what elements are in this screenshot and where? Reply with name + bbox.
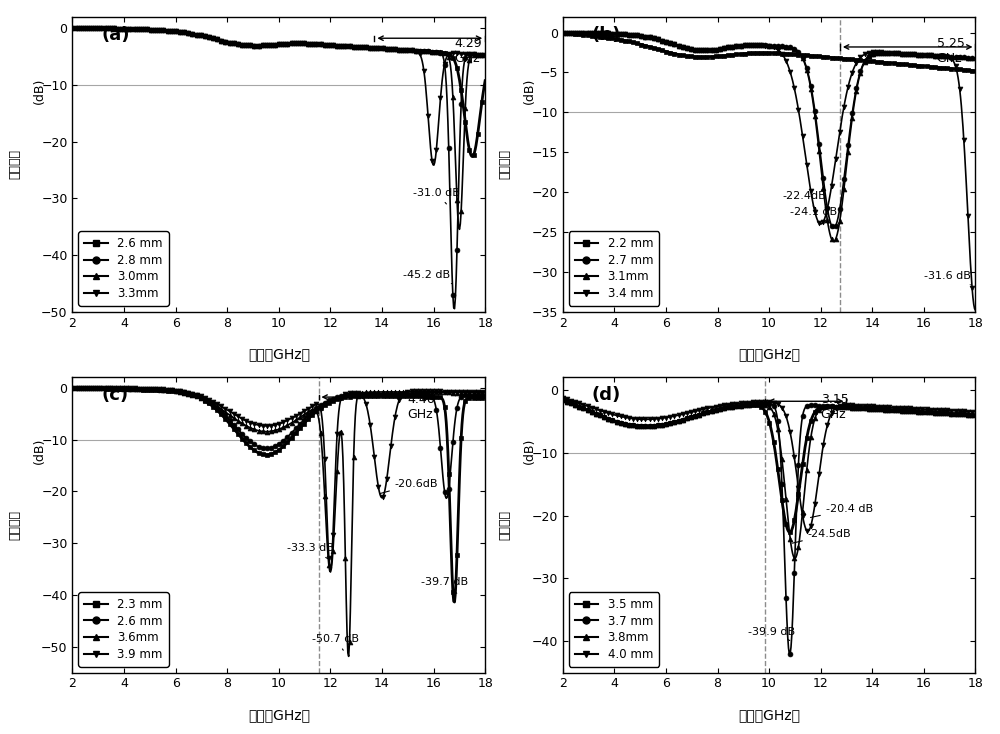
Legend: 2.6 mm, 2.8 mm, 3.0mm, 3.3mm: 2.6 mm, 2.8 mm, 3.0mm, 3.3mm bbox=[78, 231, 169, 306]
Text: -31.6 dB: -31.6 dB bbox=[924, 271, 971, 285]
Text: -24.1 dB: -24.1 dB bbox=[790, 207, 837, 223]
Text: -31.0 dB: -31.0 dB bbox=[413, 188, 460, 204]
Text: -50.7 dB: -50.7 dB bbox=[312, 634, 359, 650]
Text: 频率（GHz）: 频率（GHz） bbox=[738, 708, 800, 722]
Text: -39.9 dB: -39.9 dB bbox=[748, 627, 796, 641]
Text: 4.46
GHz: 4.46 GHz bbox=[408, 393, 435, 421]
Text: (dB): (dB) bbox=[523, 438, 536, 465]
Text: -22.4dB: -22.4dB bbox=[782, 191, 826, 209]
Text: -20.6dB: -20.6dB bbox=[379, 479, 438, 494]
Text: -20.4 dB: -20.4 dB bbox=[810, 504, 873, 517]
Text: -24.5dB: -24.5dB bbox=[792, 529, 851, 543]
Text: (dB): (dB) bbox=[33, 438, 46, 465]
Text: 频率（GHz）: 频率（GHz） bbox=[738, 347, 800, 361]
Text: (d): (d) bbox=[592, 386, 621, 404]
Text: (dB): (dB) bbox=[33, 77, 46, 103]
Legend: 3.5 mm, 3.7 mm, 3.8mm, 4.0 mm: 3.5 mm, 3.7 mm, 3.8mm, 4.0 mm bbox=[569, 592, 659, 666]
Text: (c): (c) bbox=[101, 386, 128, 404]
Text: -39.7 dB: -39.7 dB bbox=[421, 577, 468, 593]
Text: -45.2 dB: -45.2 dB bbox=[403, 270, 452, 283]
Legend: 2.2 mm, 2.7 mm, 3.1mm, 3.4 mm: 2.2 mm, 2.7 mm, 3.1mm, 3.4 mm bbox=[569, 231, 659, 306]
Text: 4.29
GHz: 4.29 GHz bbox=[454, 37, 482, 65]
Text: 3.15
GHz: 3.15 GHz bbox=[821, 393, 848, 421]
Text: 反射损耗: 反射损耗 bbox=[8, 149, 21, 179]
Text: (b): (b) bbox=[592, 26, 621, 43]
Text: -33.3 dB: -33.3 dB bbox=[287, 543, 333, 559]
Text: 频率（GHz）: 频率（GHz） bbox=[248, 708, 310, 722]
Text: 反射损耗: 反射损耗 bbox=[8, 510, 21, 540]
Text: 反射损耗: 反射损耗 bbox=[498, 149, 511, 179]
Text: 5.25
GHz: 5.25 GHz bbox=[937, 37, 965, 65]
Legend: 2.3 mm, 2.6 mm, 3.6mm, 3.9 mm: 2.3 mm, 2.6 mm, 3.6mm, 3.9 mm bbox=[78, 592, 169, 666]
Text: (dB): (dB) bbox=[523, 77, 536, 103]
Text: (a): (a) bbox=[101, 26, 130, 43]
Text: 频率（GHz）: 频率（GHz） bbox=[248, 347, 310, 361]
Text: 反射损耗: 反射损耗 bbox=[498, 510, 511, 540]
